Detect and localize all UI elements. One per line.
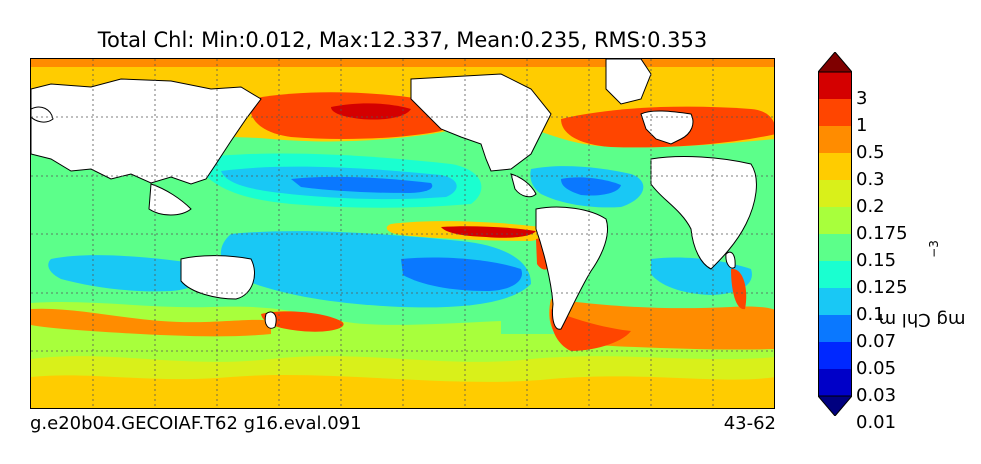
land-north-america: [410, 73, 552, 172]
colorbar-tick-label: 0.05: [856, 358, 897, 379]
plot-title: Total Chl: Min:0.012, Max:12.337, Mean:0…: [97, 28, 708, 52]
colorbar-tick-label: 0.175: [856, 223, 908, 244]
land-west-edge: [31, 106, 54, 123]
land-madagascar: [725, 251, 736, 269]
colorbar-segment: [818, 288, 852, 315]
unit-base: mg Chl m: [878, 309, 966, 330]
colorbar-extension-top: [818, 52, 852, 73]
colorbar-segment: [818, 126, 852, 153]
colorbar-segment: [818, 99, 852, 126]
land-greenland: [605, 59, 652, 105]
land-africa: [650, 156, 757, 270]
colorbar-tick-label: 0.07: [856, 331, 897, 352]
land-australia: [180, 255, 255, 300]
unit-exponent: −3: [927, 240, 941, 258]
case-name-label: g.e20b04.GECOIAF.T62 g16.eval.091: [30, 413, 362, 434]
tasman-high: [261, 311, 344, 332]
north-atlantic-gyre-core: [561, 177, 621, 196]
colorbar-extension-bottom: [818, 395, 852, 416]
colorbar-segment: [818, 234, 852, 261]
colorbar-tick-label: 0.1: [856, 304, 885, 325]
colorbar-tick-label: 0.5: [856, 142, 885, 163]
colorbar-tick-label: 0.03: [856, 385, 897, 406]
south-atlantic-gyre: [651, 257, 752, 295]
colorbar-tick-label: 0.3: [856, 169, 885, 190]
colorbar-outline: [818, 71, 852, 397]
land-new-zealand: [264, 311, 277, 329]
land-central-america: [510, 173, 537, 198]
graticule: [31, 59, 774, 408]
land-europe: [640, 110, 694, 145]
colorbar: [818, 52, 852, 416]
land-eurasia-east: [31, 78, 262, 185]
south-pacific-gyre-core: [401, 257, 522, 291]
colorbar-tick-label: 0.01: [856, 412, 897, 433]
land-southeast-asia: [148, 183, 192, 216]
colorbar-segment: [818, 207, 852, 234]
colorbar-segment: [818, 153, 852, 180]
north-pacific-gyre-core: [291, 176, 433, 193]
map-canvas: [31, 59, 774, 408]
colorbar-tick-label: 0.2: [856, 196, 885, 217]
colorbar-segment: [818, 369, 852, 396]
colorbar-segment: [818, 180, 852, 207]
benguela-upwelling: [731, 268, 747, 310]
south-indian-gyre: [48, 255, 205, 292]
colorbar-segment: [818, 342, 852, 369]
south-indian-high: [31, 308, 271, 337]
land-south-america: [535, 206, 608, 330]
colorbar-tick-label: 3: [856, 88, 868, 109]
colorbar-segment: [818, 315, 852, 342]
chlorophyll-map: [30, 58, 775, 409]
colorbar-tick-label: 0.125: [856, 277, 908, 298]
colorbar-tick-label: 0.15: [856, 250, 897, 271]
patagonia-shelf: [550, 309, 631, 351]
colorbar-segment: [818, 261, 852, 288]
north-pacific-bloom-core: [331, 103, 411, 120]
years-label: 43-62: [723, 413, 776, 434]
colorbar-segment: [818, 72, 852, 99]
colorbar-tick-label: 1: [856, 115, 868, 136]
land-masses: [31, 59, 757, 330]
